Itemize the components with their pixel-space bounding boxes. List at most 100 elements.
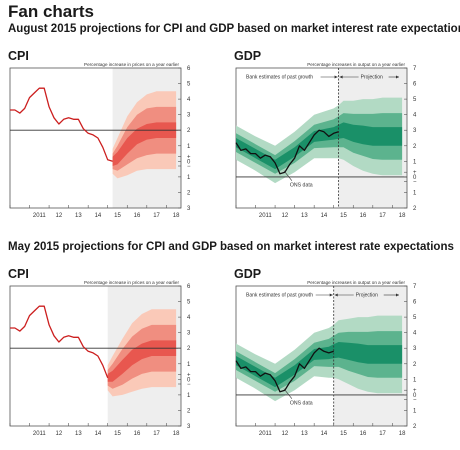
y-tick-label: 4 — [187, 97, 191, 103]
y-axis-label: Percentage increase in prices on a year … — [84, 280, 179, 285]
history-line — [235, 129, 339, 175]
x-tick-label: 2011 — [33, 213, 47, 219]
y-tick-label: 3 — [413, 346, 417, 352]
x-tick-label: 2011 — [259, 213, 273, 219]
x-tick-label: 12 — [282, 213, 289, 219]
y-tick-label: 5 — [187, 82, 191, 88]
section-title-august: August 2015 projections for CPI and GDP … — [8, 23, 460, 35]
x-tick-label: 2011 — [33, 431, 47, 437]
chart-label-may-gdp: GDP — [234, 267, 262, 281]
x-tick-label: 13 — [301, 213, 308, 219]
chart-aug-cpi: Percentage increase in prices on a year … — [9, 62, 191, 219]
history-line — [10, 305, 109, 379]
y-tick-label: − — [187, 382, 191, 388]
x-tick-label: 12 — [282, 431, 289, 437]
y-tick-label: 5 — [413, 315, 417, 321]
y-tick-label: 1 — [187, 393, 191, 399]
y-tick-label: 0 — [413, 393, 417, 399]
fan-band-inner — [236, 342, 403, 388]
y-tick-label: 7 — [413, 66, 417, 72]
x-tick-label: 17 — [153, 213, 160, 219]
y-tick-label: 3 — [187, 113, 191, 119]
x-tick-label: 2011 — [259, 431, 273, 437]
y-tick-label: 1 — [187, 175, 191, 181]
x-tick-label: 13 — [75, 431, 82, 437]
fan-band-inner — [112, 122, 177, 166]
y-tick-label: − — [413, 180, 417, 186]
x-tick-label: 12 — [56, 431, 63, 437]
chart-may-gdp: Percentage increases in output on a year… — [235, 280, 417, 437]
y-tick-label: 4 — [187, 315, 191, 321]
y-tick-label: 1 — [413, 377, 417, 383]
x-tick-label: 16 — [134, 213, 141, 219]
past-growth-label: Bank estimates of past growth — [246, 293, 313, 299]
y-tick-label: − — [187, 164, 191, 170]
y-tick-label: 2 — [187, 408, 191, 414]
x-tick-label: 15 — [114, 213, 121, 219]
projection-arrowhead-right — [396, 293, 399, 297]
fan-band-inner — [236, 122, 403, 170]
x-tick-label: 14 — [321, 431, 328, 437]
y-tick-label: + — [187, 373, 191, 379]
chart-label-aug-gdp: GDP — [234, 49, 262, 63]
x-tick-label: 14 — [95, 213, 102, 219]
y-tick-label: 3 — [187, 206, 191, 212]
x-tick-label: 18 — [173, 431, 180, 437]
projection-label: Projection — [361, 75, 383, 81]
x-tick-label: 16 — [360, 431, 367, 437]
fan-band-inner — [107, 340, 177, 382]
ons-data-label: ONS data — [290, 183, 313, 189]
x-tick-label: 16 — [134, 431, 141, 437]
y-tick-label: 1 — [187, 144, 191, 150]
y-tick-label: 1 — [413, 159, 417, 165]
y-tick-label: 0 — [187, 159, 191, 165]
y-tick-label: 2 — [413, 206, 417, 212]
y-tick-label: 1 — [413, 190, 417, 196]
plot-frame — [9, 285, 182, 427]
x-tick-label: 18 — [399, 213, 406, 219]
y-axis-label: Percentage increase in prices on a year … — [84, 62, 179, 67]
x-tick-label: 15 — [340, 213, 347, 219]
y-tick-label: 2 — [413, 362, 417, 368]
x-tick-label: 15 — [114, 431, 121, 437]
past-arrowhead — [334, 75, 338, 79]
y-tick-label: 4 — [413, 113, 417, 119]
y-tick-label: − — [413, 398, 417, 404]
y-tick-label: 6 — [187, 284, 191, 290]
x-tick-label: 15 — [340, 431, 347, 437]
chart-label-aug-cpi: CPI — [8, 49, 29, 63]
y-tick-label: 3 — [413, 128, 417, 134]
section-title-may: May 2015 projections for CPI and GDP bas… — [8, 241, 454, 253]
projection-arrowhead-right — [396, 75, 399, 79]
past-growth-label: Bank estimates of past growth — [246, 75, 313, 81]
x-tick-label: 13 — [75, 213, 82, 219]
y-tick-label: 5 — [413, 97, 417, 103]
y-tick-label: + — [187, 155, 191, 161]
x-tick-label: 17 — [379, 213, 386, 219]
chart-may-cpi: Percentage increase in prices on a year … — [9, 280, 191, 437]
y-tick-label: 4 — [413, 331, 417, 337]
y-tick-label: 2 — [413, 144, 417, 150]
y-tick-label: 2 — [187, 346, 191, 352]
projection-label: Projection — [356, 293, 378, 299]
y-tick-label: 0 — [187, 377, 191, 383]
x-tick-label: 14 — [321, 213, 328, 219]
y-tick-label: 6 — [413, 300, 417, 306]
y-tick-label: + — [413, 388, 417, 394]
x-tick-label: 13 — [301, 431, 308, 437]
ons-leader — [283, 388, 293, 399]
y-tick-label: 1 — [413, 408, 417, 414]
projection-arrowhead-left — [334, 293, 338, 297]
ons-data-label: ONS data — [290, 401, 313, 407]
x-tick-label: 18 — [173, 213, 180, 219]
y-tick-label: 1 — [187, 362, 191, 368]
y-axis-label: Percentage increases in output on a year… — [307, 62, 405, 67]
y-tick-label: 5 — [187, 300, 191, 306]
y-tick-label: 6 — [413, 82, 417, 88]
y-tick-label: + — [413, 170, 417, 176]
x-tick-label: 14 — [95, 431, 102, 437]
history-line — [10, 87, 113, 162]
y-tick-label: 2 — [187, 128, 191, 134]
x-tick-label: 12 — [56, 213, 63, 219]
y-tick-label: 2 — [413, 424, 417, 430]
